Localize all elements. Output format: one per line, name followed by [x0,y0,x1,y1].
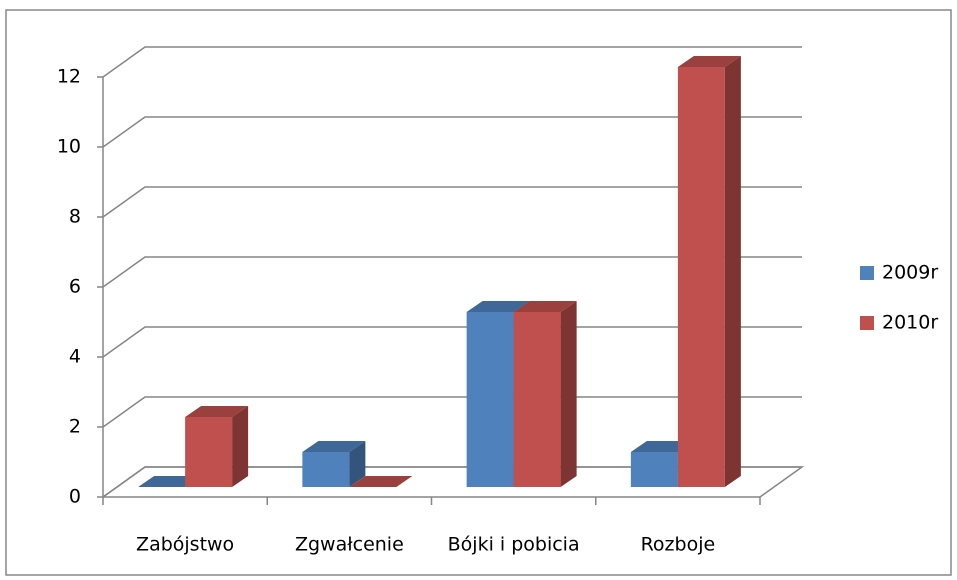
x-tick-label: Rozboje [641,534,716,556]
bar-top [513,301,577,312]
bar [302,441,366,487]
bar [349,476,413,487]
bar-front [466,312,514,487]
y-tick-label: 10 [57,136,81,158]
x-tick-label: Zgwałcenie [295,534,404,556]
bar-front [513,312,561,487]
bar-top [185,406,249,417]
legend-label: 2009r [882,262,938,284]
y-tick-label: 4 [69,346,81,368]
x-tick-label: Bójki i pobicia [448,534,580,556]
bar-top [302,441,366,452]
legend-swatch [860,316,874,330]
grid-line [102,256,802,288]
bar-front [185,417,233,487]
bar-top [349,476,413,487]
bar-front [677,67,725,487]
bar [185,406,249,487]
grid-line [102,46,802,78]
bar-front [302,452,350,487]
y-tick-label: 0 [69,486,81,508]
x-tick-label: Zabójstwo [136,534,234,556]
y-tick-label: 6 [69,276,81,298]
bar-side [560,301,577,487]
y-tick-label: 2 [69,416,81,438]
bar [513,301,577,487]
legend-swatch [860,266,874,280]
grid-line [102,116,802,148]
grid-line [102,466,802,498]
y-tick-label: 8 [69,206,81,228]
chart-border [5,9,952,576]
bar-top [466,301,530,312]
bar [677,56,741,487]
bar-side [232,406,249,487]
legend-label: 2010r [882,312,938,334]
bar-top [677,56,741,67]
bar-front [630,452,678,487]
grid-line [102,396,802,428]
grid-line [102,186,802,218]
bar-side [349,441,366,487]
y-tick-label: 12 [57,66,81,88]
bar-side [724,56,741,487]
grid-line [102,326,802,358]
